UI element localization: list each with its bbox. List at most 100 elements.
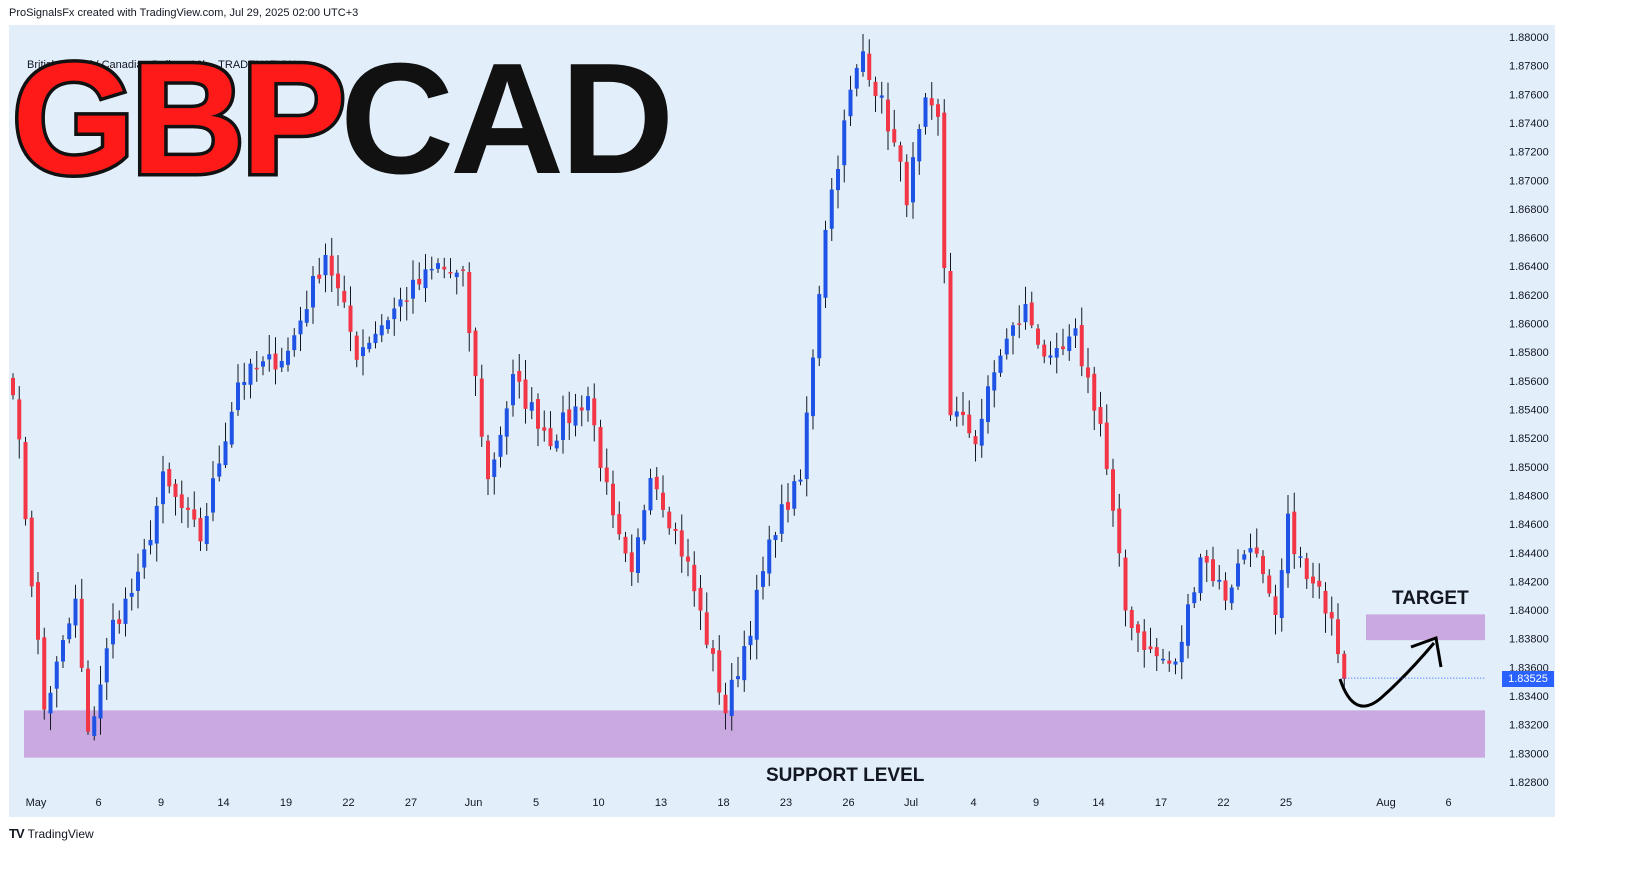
- candle-body: [1273, 596, 1278, 616]
- candle-body: [654, 476, 659, 490]
- projection-arrow-head: [1410, 635, 1443, 668]
- candle-body: [786, 502, 790, 510]
- x-tick-label: Aug: [1376, 797, 1396, 809]
- candle-body: [523, 379, 528, 409]
- candle-body: [961, 411, 965, 416]
- candle-body: [229, 411, 234, 445]
- candle-body: [48, 692, 53, 714]
- candle-body: [1267, 575, 1272, 594]
- candle-body: [92, 716, 97, 737]
- candle-body: [479, 378, 484, 437]
- candle-body: [442, 266, 447, 270]
- candle-body: [911, 157, 915, 203]
- x-tick-label: 18: [717, 797, 729, 809]
- candle-body: [179, 494, 184, 509]
- candle-body: [842, 120, 847, 166]
- x-tick-label: 6: [1445, 797, 1451, 809]
- candlestick-chart[interactable]: 1.88000 1.87800 1.87600 1.87400 1.87200 1.870…: [9, 25, 1555, 817]
- y-tick-label: 1.84600: [1509, 519, 1549, 531]
- candle-body: [204, 515, 209, 545]
- candle-body: [336, 273, 340, 289]
- candle-body: [648, 478, 653, 511]
- support-level-label: SUPPORT LEVEL: [766, 765, 925, 786]
- candle-body: [129, 592, 134, 597]
- y-tick-label: 1.82800: [1509, 777, 1549, 789]
- candle-body: [979, 418, 984, 446]
- candle-body: [1048, 355, 1053, 358]
- candle-body: [323, 254, 328, 276]
- y-tick-label: 1.83800: [1509, 634, 1549, 646]
- candle-body: [1129, 609, 1134, 628]
- candle-body: [1211, 559, 1215, 582]
- y-tick-label: 1.83000: [1509, 748, 1549, 760]
- candle-body: [1254, 547, 1259, 554]
- x-tick-label: 22: [342, 797, 354, 809]
- candle-body: [967, 414, 972, 434]
- candle-body: [373, 333, 378, 344]
- candle-body: [717, 650, 722, 693]
- candle-body: [317, 274, 322, 279]
- candle-body: [1142, 631, 1147, 650]
- candle-body: [492, 459, 497, 477]
- candle-body: [604, 467, 609, 483]
- candle-body: [942, 112, 947, 269]
- candle-body: [1111, 469, 1115, 511]
- candle-body: [448, 272, 453, 274]
- candle-body: [73, 598, 78, 626]
- candle-body: [779, 504, 784, 534]
- target-label: TARGET: [1392, 588, 1469, 609]
- candle-body: [579, 407, 584, 411]
- candle-body: [42, 637, 47, 710]
- candle-body: [1217, 579, 1222, 582]
- candle-body: [723, 694, 728, 714]
- candle-body: [504, 408, 509, 437]
- candle-body: [17, 399, 22, 440]
- candle-body: [704, 612, 709, 645]
- chart-panel[interactable]: 1.88000 1.87800 1.87600 1.87400 1.87200 1.870…: [9, 25, 1555, 817]
- candle-body: [948, 270, 953, 416]
- candle-body: [711, 648, 715, 654]
- candle-body: [86, 668, 90, 732]
- candle-body: [748, 635, 753, 646]
- x-tick-label: 27: [405, 797, 417, 809]
- tradingview-logo[interactable]: TV TradingView: [9, 826, 94, 841]
- candle-body: [1198, 557, 1203, 594]
- x-tick-label: 25: [1280, 797, 1292, 809]
- candle-body: [598, 427, 603, 468]
- candle-body: [361, 347, 365, 357]
- candle-body: [886, 99, 890, 132]
- candle-body: [192, 509, 197, 520]
- candle-body: [929, 98, 934, 106]
- candle-body: [67, 623, 72, 640]
- candle-body: [11, 377, 15, 396]
- candle-body: [1136, 624, 1140, 633]
- y-tick-label: 1.85400: [1509, 405, 1549, 417]
- candle-body: [104, 648, 109, 683]
- candle-body: [698, 587, 703, 611]
- candle-body: [1179, 641, 1184, 663]
- candle-body: [798, 479, 803, 482]
- x-tick-label: 14: [217, 797, 229, 809]
- candle-body: [1167, 660, 1172, 664]
- support-zone: [24, 710, 1485, 758]
- candle-body: [1011, 325, 1015, 336]
- candle-body: [248, 363, 253, 385]
- candle-body: [836, 169, 840, 191]
- candle-body: [1292, 511, 1297, 555]
- candle-body: [1186, 604, 1190, 646]
- candle-body: [973, 436, 978, 445]
- x-tick-label: 9: [158, 797, 164, 809]
- tradingview-brand: TradingView: [27, 826, 94, 841]
- candle-body: [304, 309, 309, 323]
- y-tick-label: 1.85800: [1509, 347, 1549, 359]
- x-tick-label: 26: [842, 797, 854, 809]
- x-tick-label: 10: [592, 797, 604, 809]
- candle-body: [467, 272, 472, 334]
- x-tick-label: Jul: [904, 797, 918, 809]
- candle-body: [329, 255, 334, 276]
- candle-body: [829, 189, 834, 229]
- x-tick-label: 9: [1033, 797, 1039, 809]
- candle-body: [436, 263, 440, 269]
- candle-body: [486, 440, 490, 480]
- candle-body: [936, 104, 940, 117]
